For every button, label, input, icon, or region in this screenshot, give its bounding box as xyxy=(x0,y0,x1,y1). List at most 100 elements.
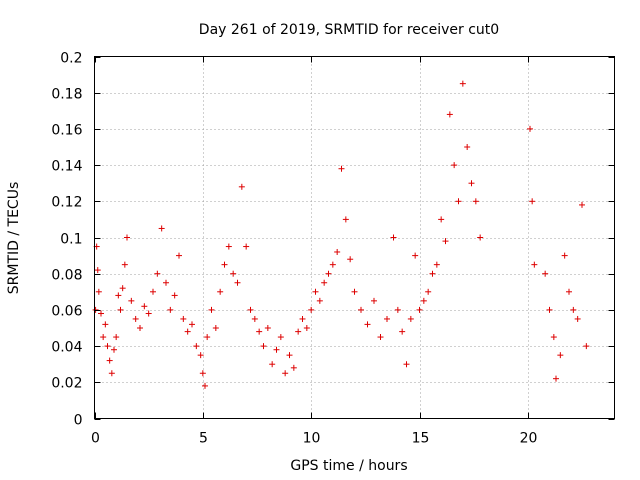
x-tick-label: 15 xyxy=(412,431,430,447)
data-point xyxy=(282,370,289,377)
data-point xyxy=(325,270,332,277)
data-point xyxy=(290,364,297,371)
data-point xyxy=(377,334,384,341)
data-point xyxy=(167,306,174,313)
data-point xyxy=(193,343,200,350)
data-point xyxy=(574,315,581,322)
data-point xyxy=(98,310,104,317)
data-point xyxy=(464,144,471,150)
data-point xyxy=(399,328,406,335)
data-point xyxy=(273,346,280,353)
y-tick-label: 0 xyxy=(74,413,83,429)
data-point xyxy=(243,243,250,250)
data-point xyxy=(111,346,117,353)
data-point xyxy=(189,321,195,328)
data-point xyxy=(566,288,572,295)
y-tick-label: 0.2 xyxy=(60,51,82,67)
data-point xyxy=(180,315,187,322)
data-point xyxy=(312,288,319,295)
data-point xyxy=(238,183,245,190)
data-point xyxy=(416,306,423,313)
data-point xyxy=(277,334,284,341)
data-point xyxy=(217,288,224,295)
data-point xyxy=(546,306,553,313)
data-point xyxy=(117,306,124,313)
data-point xyxy=(225,243,232,250)
data-point xyxy=(260,343,267,350)
y-tick-label: 0.06 xyxy=(51,304,82,320)
data-point xyxy=(94,267,101,274)
data-point xyxy=(108,370,115,377)
data-point xyxy=(438,216,445,223)
data-point xyxy=(104,343,111,350)
data-point xyxy=(251,315,258,322)
data-point xyxy=(199,370,206,377)
y-axis-label: SRMTID / TECUs xyxy=(6,182,22,295)
x-tick-label: 5 xyxy=(199,431,208,447)
y-tick-label: 0.02 xyxy=(51,376,82,392)
data-point xyxy=(202,382,208,389)
data-point xyxy=(347,256,354,263)
data-point xyxy=(442,238,449,245)
data-point xyxy=(299,315,306,322)
data-point xyxy=(121,261,128,268)
data-point xyxy=(158,225,165,232)
data-point xyxy=(247,306,254,313)
data-point xyxy=(403,361,410,368)
data-point xyxy=(128,297,135,304)
y-tick-label: 0.14 xyxy=(51,159,82,175)
data-point xyxy=(429,270,436,277)
data-point xyxy=(321,279,328,286)
data-point xyxy=(154,270,161,277)
data-point xyxy=(459,80,466,87)
data-point xyxy=(132,315,139,322)
data-point xyxy=(92,306,99,313)
x-tick-label: 10 xyxy=(303,431,321,447)
data-point xyxy=(115,292,122,299)
data-point xyxy=(269,361,276,368)
data-point xyxy=(176,252,182,259)
data-point xyxy=(542,270,549,277)
data-point xyxy=(420,297,427,304)
data-point xyxy=(124,234,130,241)
data-point xyxy=(221,261,228,268)
label-layer: 0 0.02 0.04 0.06 0.08 0.1 0.12 0.14 0.16 0.18 0.2 0… xyxy=(51,51,537,447)
data-point xyxy=(550,334,557,341)
data-point xyxy=(390,234,397,241)
data-point xyxy=(208,306,215,313)
points-layer xyxy=(92,80,590,389)
data-point xyxy=(364,321,371,328)
data-point xyxy=(579,201,585,208)
data-point xyxy=(303,325,310,331)
data-point xyxy=(531,261,538,268)
data-point xyxy=(557,352,564,359)
data-point xyxy=(433,261,440,268)
data-point xyxy=(425,288,432,295)
data-point xyxy=(106,357,113,364)
plot-frame xyxy=(94,56,615,419)
data-point xyxy=(472,198,479,205)
data-point xyxy=(583,343,590,350)
data-point xyxy=(137,325,143,331)
data-point xyxy=(358,306,364,313)
data-point xyxy=(286,352,293,359)
data-point xyxy=(230,270,237,277)
data-point xyxy=(468,180,475,187)
data-point xyxy=(412,252,419,259)
data-point xyxy=(171,292,178,299)
data-point xyxy=(455,198,462,205)
data-point xyxy=(338,165,345,172)
data-point xyxy=(102,321,109,328)
data-point xyxy=(95,288,102,295)
y-tick-label: 0.18 xyxy=(51,87,82,103)
y-tick-label: 0.1 xyxy=(60,232,82,248)
data-point xyxy=(477,234,484,241)
data-point xyxy=(184,328,191,335)
grid-layer xyxy=(94,56,615,419)
y-tick-label: 0.08 xyxy=(51,268,82,284)
data-point xyxy=(446,111,453,118)
tick-layer xyxy=(94,56,615,420)
y-tick-label: 0.12 xyxy=(51,195,82,211)
data-point xyxy=(329,261,336,268)
data-point xyxy=(150,288,156,295)
